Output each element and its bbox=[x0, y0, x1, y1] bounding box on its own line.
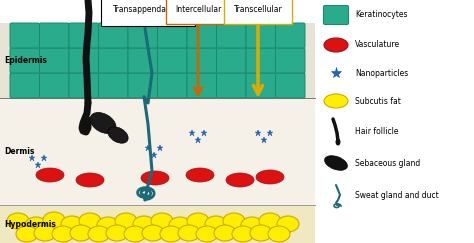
Ellipse shape bbox=[52, 226, 74, 242]
Ellipse shape bbox=[108, 127, 128, 143]
FancyBboxPatch shape bbox=[99, 48, 128, 73]
Ellipse shape bbox=[7, 213, 29, 229]
FancyBboxPatch shape bbox=[39, 73, 69, 98]
Ellipse shape bbox=[34, 225, 56, 241]
FancyBboxPatch shape bbox=[39, 23, 69, 48]
Ellipse shape bbox=[324, 38, 348, 52]
FancyBboxPatch shape bbox=[323, 6, 348, 25]
Ellipse shape bbox=[214, 225, 236, 241]
Text: Epidermis: Epidermis bbox=[4, 56, 47, 65]
FancyBboxPatch shape bbox=[246, 73, 275, 98]
Ellipse shape bbox=[268, 226, 290, 242]
Ellipse shape bbox=[223, 213, 245, 229]
Ellipse shape bbox=[232, 226, 254, 242]
Ellipse shape bbox=[43, 212, 65, 228]
Ellipse shape bbox=[187, 213, 209, 229]
Ellipse shape bbox=[115, 213, 137, 229]
Ellipse shape bbox=[336, 139, 340, 146]
Text: Dermis: Dermis bbox=[4, 147, 35, 156]
FancyBboxPatch shape bbox=[128, 23, 157, 48]
FancyBboxPatch shape bbox=[275, 48, 305, 73]
Text: Sebaceous gland: Sebaceous gland bbox=[355, 158, 420, 167]
FancyBboxPatch shape bbox=[128, 48, 157, 73]
Ellipse shape bbox=[36, 168, 64, 182]
Ellipse shape bbox=[106, 225, 128, 241]
FancyBboxPatch shape bbox=[69, 73, 99, 98]
FancyBboxPatch shape bbox=[187, 48, 217, 73]
Bar bbox=[0, 23, 315, 98]
Ellipse shape bbox=[97, 217, 119, 233]
Ellipse shape bbox=[256, 170, 284, 184]
Ellipse shape bbox=[196, 226, 218, 242]
Text: Hypodermis: Hypodermis bbox=[4, 219, 56, 228]
FancyBboxPatch shape bbox=[187, 73, 217, 98]
FancyBboxPatch shape bbox=[69, 23, 99, 48]
Text: Nanoparticles: Nanoparticles bbox=[355, 69, 408, 78]
Ellipse shape bbox=[226, 173, 254, 187]
FancyBboxPatch shape bbox=[217, 23, 246, 48]
Ellipse shape bbox=[178, 225, 200, 241]
FancyBboxPatch shape bbox=[10, 48, 39, 73]
Ellipse shape bbox=[241, 217, 263, 233]
Ellipse shape bbox=[133, 216, 155, 232]
Text: Keratinocytes: Keratinocytes bbox=[355, 10, 408, 19]
FancyBboxPatch shape bbox=[10, 73, 39, 98]
FancyBboxPatch shape bbox=[128, 73, 157, 98]
Text: Intercellular: Intercellular bbox=[175, 6, 221, 15]
Ellipse shape bbox=[151, 213, 173, 229]
Ellipse shape bbox=[124, 226, 146, 242]
Ellipse shape bbox=[205, 216, 227, 232]
Ellipse shape bbox=[142, 225, 164, 241]
Ellipse shape bbox=[141, 171, 169, 185]
FancyBboxPatch shape bbox=[275, 73, 305, 98]
FancyBboxPatch shape bbox=[157, 23, 187, 48]
FancyBboxPatch shape bbox=[187, 23, 217, 48]
Ellipse shape bbox=[277, 216, 299, 232]
Bar bbox=[0, 205, 315, 243]
FancyBboxPatch shape bbox=[99, 73, 128, 98]
FancyBboxPatch shape bbox=[217, 48, 246, 73]
Text: Sweat gland and duct: Sweat gland and duct bbox=[355, 191, 439, 200]
Text: Transcellular: Transcellular bbox=[234, 6, 283, 15]
FancyBboxPatch shape bbox=[157, 48, 187, 73]
FancyBboxPatch shape bbox=[10, 23, 39, 48]
Ellipse shape bbox=[160, 226, 182, 242]
Ellipse shape bbox=[324, 94, 348, 108]
Ellipse shape bbox=[16, 226, 38, 242]
FancyBboxPatch shape bbox=[39, 48, 69, 73]
Ellipse shape bbox=[25, 217, 47, 233]
Ellipse shape bbox=[186, 168, 214, 182]
FancyBboxPatch shape bbox=[217, 73, 246, 98]
FancyBboxPatch shape bbox=[246, 48, 275, 73]
FancyBboxPatch shape bbox=[69, 48, 99, 73]
Ellipse shape bbox=[169, 217, 191, 233]
Ellipse shape bbox=[79, 213, 101, 229]
FancyBboxPatch shape bbox=[246, 23, 275, 48]
Ellipse shape bbox=[259, 213, 281, 229]
Ellipse shape bbox=[325, 156, 347, 170]
Ellipse shape bbox=[90, 113, 116, 133]
Text: Transappendageal: Transappendageal bbox=[113, 6, 183, 15]
Ellipse shape bbox=[76, 173, 104, 187]
Ellipse shape bbox=[70, 225, 92, 241]
Text: Hair follicle: Hair follicle bbox=[355, 127, 399, 136]
Text: Subcutis fat: Subcutis fat bbox=[355, 96, 401, 105]
FancyBboxPatch shape bbox=[99, 23, 128, 48]
FancyBboxPatch shape bbox=[157, 73, 187, 98]
Ellipse shape bbox=[88, 226, 110, 242]
FancyBboxPatch shape bbox=[275, 23, 305, 48]
Ellipse shape bbox=[61, 216, 83, 232]
Text: Vasculature: Vasculature bbox=[355, 41, 400, 50]
Bar bbox=[0, 98, 315, 205]
Ellipse shape bbox=[250, 225, 272, 241]
